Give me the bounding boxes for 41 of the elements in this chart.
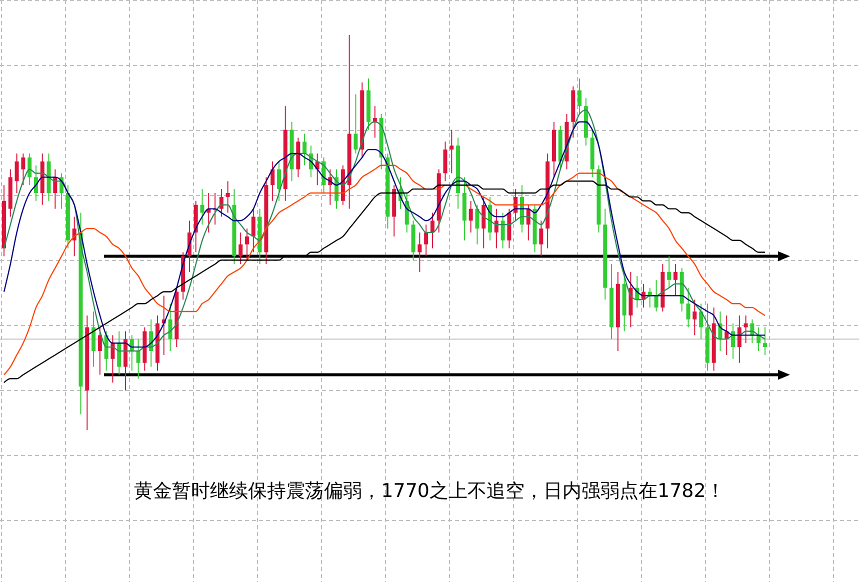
candlestick (430, 212, 434, 249)
candlestick (482, 196, 486, 249)
candlestick (117, 330, 122, 376)
candlestick (475, 204, 480, 245)
candlestick (21, 153, 26, 186)
candlestick (763, 326, 767, 356)
candlestick (276, 160, 281, 202)
candlestick (744, 314, 748, 344)
candlestick (219, 188, 224, 218)
candlestick (245, 228, 250, 261)
candlestick (251, 208, 256, 253)
candlestick (468, 200, 473, 233)
candlestick (673, 264, 678, 296)
candlestick (98, 326, 102, 376)
text: 黄金暂时继续保持震荡偏弱，1770之上不追空，日内强弱点在1782！ (134, 480, 725, 502)
candlestick (302, 133, 307, 166)
candlestick (92, 311, 96, 368)
candlestick (692, 299, 697, 336)
candlestick (270, 160, 275, 202)
candlestick (136, 338, 140, 380)
candlestick (667, 256, 672, 288)
candlestick (226, 180, 230, 214)
candlestick (14, 153, 19, 194)
candlestick (443, 141, 448, 182)
candlestick (654, 279, 658, 312)
candlestick (424, 224, 428, 257)
candlestick (737, 314, 742, 364)
candlestick (110, 334, 115, 384)
candlestick (686, 287, 690, 328)
candlestick (494, 208, 498, 249)
candlestick (28, 153, 32, 186)
candlestick (200, 188, 204, 226)
candlestick (699, 303, 704, 340)
candlestick (500, 212, 505, 249)
candlestick (450, 129, 454, 174)
candlestick (238, 232, 243, 265)
candlestick (168, 303, 172, 352)
candlestick (418, 232, 422, 272)
candlestick (578, 78, 582, 114)
candlestick (539, 220, 544, 257)
candlestick (354, 94, 358, 154)
